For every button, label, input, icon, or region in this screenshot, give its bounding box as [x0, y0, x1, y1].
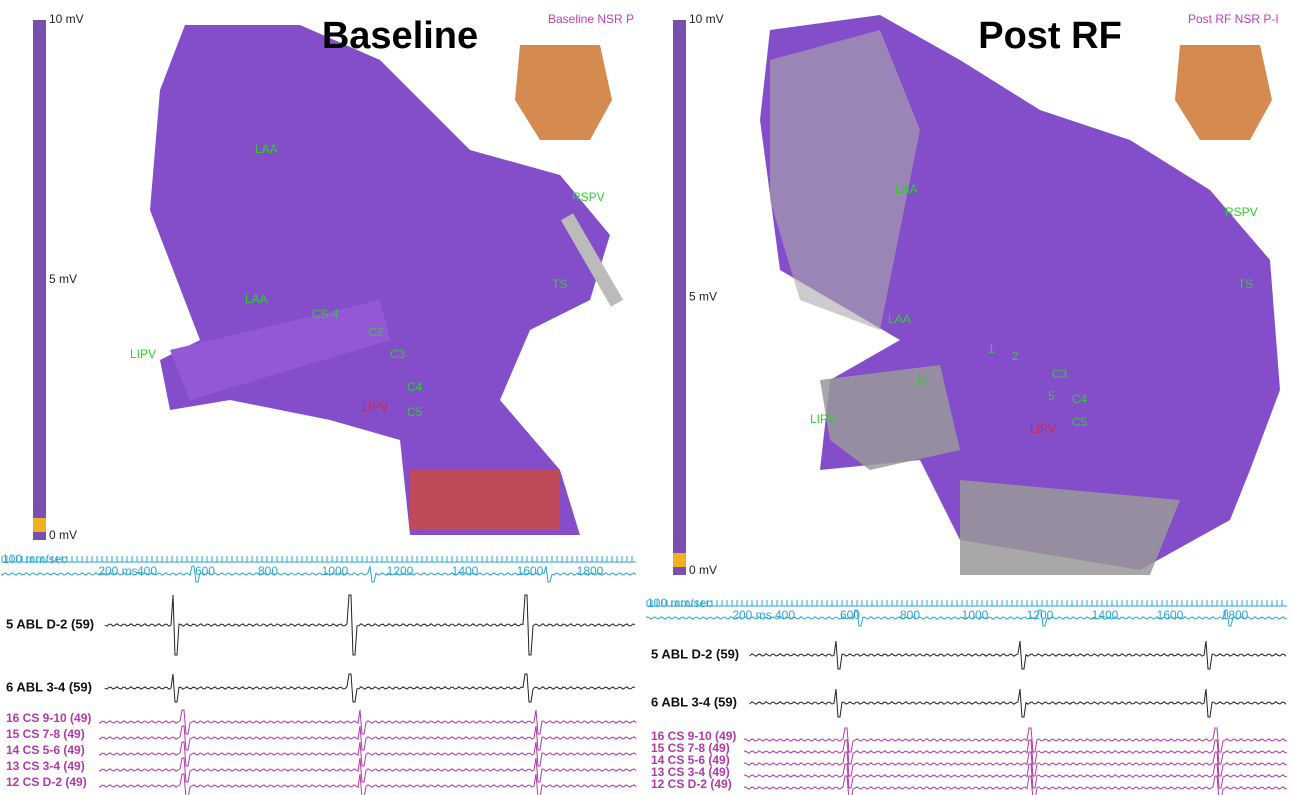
scale-mid: 5 mV — [49, 272, 77, 286]
anatomy-label: C4 — [1072, 392, 1088, 406]
cs-trace — [100, 710, 636, 734]
anatomy-label: C3 — [1052, 367, 1068, 381]
anatomy-label: C4 — [407, 380, 423, 394]
cs-label: 15 CS 7-8 (49) — [6, 727, 85, 741]
cs-label: 12 CS D-2 (49) — [651, 777, 732, 791]
cs-label: 12 CS D-2 (49) — [6, 775, 87, 789]
time-tick-label: 200 ms — [98, 564, 137, 578]
screen: BaselineBaseline NSR P10 mV5 mV0 mVLAALA… — [0, 0, 1291, 795]
anatomy-label: C5 — [407, 405, 423, 419]
time-tick-label: 1600 — [1157, 608, 1184, 622]
anatomy-label: CS 4 — [312, 307, 339, 321]
color-key — [33, 518, 46, 532]
time-tick-label: 1200 — [1027, 608, 1054, 622]
anatomy-label: LAA — [255, 142, 278, 156]
anatomy-label: LIPV — [130, 347, 156, 361]
scale-bottom: 0 mV — [49, 528, 77, 542]
anatomy-label: 1 — [988, 342, 995, 356]
anatomy-label: LIPV — [362, 400, 388, 414]
cs-label: 14 CS 5-6 (49) — [6, 743, 85, 757]
color-key — [673, 553, 686, 567]
map-name: Post RF NSR P-I — [1188, 12, 1279, 26]
torso — [515, 45, 612, 140]
anatomy-label: TS — [1238, 277, 1253, 291]
anatomy-label: 5 — [1048, 389, 1055, 403]
scale-top: 10 mV — [689, 12, 724, 26]
anatomy-label: C3 — [390, 347, 406, 361]
cs-trace — [745, 740, 1287, 764]
voltage-bar — [33, 20, 46, 540]
map-name: Baseline NSR P — [548, 12, 634, 26]
anatomy-label: LAA — [245, 292, 268, 306]
anatomy-label: 17 — [915, 375, 929, 389]
cs-trace — [100, 774, 636, 795]
time-tick-label: 1200 — [387, 564, 414, 578]
anatomy-label: LIPV — [1030, 422, 1056, 436]
ecg-trace — [750, 641, 1286, 669]
panel-title: Post RF — [978, 15, 1122, 57]
speed-label: 100 mm/sec — [2, 552, 67, 566]
scale-bottom: 0 mV — [689, 563, 717, 577]
anatomy-label: 2 — [1012, 349, 1019, 363]
time-tick-label: 800 — [258, 564, 278, 578]
cs-label: 13 CS 3-4 (49) — [6, 759, 85, 773]
anatomy-label: LIPV — [810, 412, 836, 426]
time-tick-label: 600 — [195, 564, 215, 578]
cs-trace — [100, 726, 636, 750]
time-tick-label: 1600 — [517, 564, 544, 578]
ecg-trace — [105, 674, 635, 702]
ecg-trace — [105, 595, 635, 655]
anatomy-label: LAA — [895, 182, 918, 196]
speed-label: 100 mm/sec — [647, 596, 712, 610]
cs-trace — [745, 728, 1287, 752]
anatomy-label: TS — [552, 277, 567, 291]
time-tick-label: 400 — [775, 608, 795, 622]
ecg-trace — [750, 689, 1286, 717]
time-tick-label: 1800 — [1222, 608, 1249, 622]
time-tick-label: 1400 — [1092, 608, 1119, 622]
panel-title: Baseline — [322, 15, 478, 57]
time-tick-label: 600 — [840, 608, 860, 622]
cs-trace — [745, 752, 1287, 776]
cs-trace — [745, 764, 1287, 788]
hot-spot — [410, 470, 560, 530]
cs-trace — [745, 776, 1287, 795]
anatomy-label: C5 — [1072, 415, 1088, 429]
channel-label: 6 ABL 3-4 (59) — [6, 679, 92, 694]
voltage-bar — [673, 20, 686, 575]
time-tick-label: 1000 — [322, 564, 349, 578]
anatomy-label: RSPV — [1225, 205, 1258, 219]
time-tick-label: 400 — [137, 564, 157, 578]
cs-label: 16 CS 9-10 (49) — [6, 711, 91, 725]
channel-label: 5 ABL D-2 (59) — [6, 616, 94, 631]
scale-top: 10 mV — [49, 12, 84, 26]
cs-trace — [100, 758, 636, 782]
time-tick-label: 200 ms — [732, 608, 771, 622]
time-tick-label: 1000 — [962, 608, 989, 622]
anatomy-label: RSPV — [572, 190, 605, 204]
channel-label: 6 ABL 3-4 (59) — [651, 694, 737, 709]
anatomy-label: C2 — [368, 325, 384, 339]
scale-mid: 5 mV — [689, 290, 717, 304]
time-tick-label: 1800 — [577, 564, 604, 578]
channel-label: 5 ABL D-2 (59) — [651, 646, 739, 661]
torso — [1175, 45, 1272, 140]
time-tick-label: 1400 — [452, 564, 479, 578]
anatomy-label: LAA — [888, 312, 911, 326]
cs-trace — [100, 742, 636, 766]
time-tick-label: 800 — [900, 608, 920, 622]
